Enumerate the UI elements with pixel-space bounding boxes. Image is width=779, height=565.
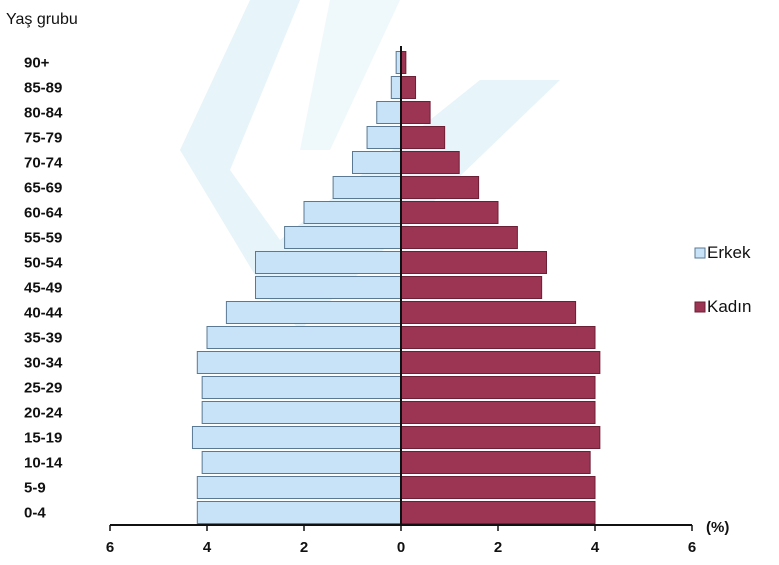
erkek-bars (191, 51, 402, 524)
age-label-70-74: 70-74 (24, 155, 63, 172)
erkek-bar-80-84 (376, 101, 402, 124)
age-label-20-24: 20-24 (24, 405, 63, 422)
x-tick-label: 4 (591, 539, 600, 556)
age-group-labels: 0-4 5-9 10-14 15-19 20-24 25-29 30-34 35-39 40-4… (24, 55, 63, 522)
age-label-0-4: 0-4 (24, 505, 46, 522)
erkek-bar-25-29 (201, 376, 402, 399)
kadin-bar-60-64 (400, 201, 499, 224)
erkek-bar-55-59 (284, 226, 402, 249)
legend-swatch-kadın (694, 301, 706, 313)
kadin-bar-10-14 (400, 451, 591, 474)
x-tick-label: 2 (300, 539, 308, 556)
kadin-bar-15-19 (400, 426, 601, 449)
x-tick-label: 2 (494, 539, 502, 556)
age-label-75-79: 75-79 (24, 130, 62, 147)
age-label-35-39: 35-39 (24, 330, 62, 347)
age-label-15-19: 15-19 (24, 430, 62, 447)
erkek-bar-85-89 (390, 76, 402, 99)
erkek-bar-0-4 (196, 501, 402, 524)
erkek-bar-40-44 (225, 301, 402, 324)
kadin-bar-20-24 (400, 401, 596, 424)
kadin-bar-50-54 (400, 251, 547, 274)
kadin-bar-80-84 (400, 101, 431, 124)
erkek-bar-30-34 (196, 351, 402, 374)
erkek-bar-45-49 (255, 276, 402, 299)
legend-label-erkek: Erkek (707, 243, 751, 262)
erkek-bar-10-14 (201, 451, 402, 474)
erkek-bar-5-9 (196, 476, 402, 499)
kadin-bars (400, 51, 601, 524)
watermark-shape (180, 0, 560, 330)
kadin-bar-40-44 (400, 301, 577, 324)
x-tick-label: 6 (688, 539, 696, 556)
kadin-bar-85-89 (400, 76, 417, 99)
erkek-bar-60-64 (303, 201, 402, 224)
age-label-25-29: 25-29 (24, 380, 62, 397)
watermark-shape (300, 0, 400, 150)
kadin-bar-65-69 (400, 176, 480, 199)
kadin-bar-25-29 (400, 376, 596, 399)
erkek-bar-70-74 (352, 151, 402, 174)
erkek-bar-75-79 (366, 126, 402, 149)
kadin-bar-35-39 (400, 326, 596, 349)
y-axis-title: Yaş grubu (6, 11, 78, 28)
x-tick-labels: 6 4 2 0 2 4 6 (106, 525, 696, 556)
age-label-60-64: 60-64 (24, 205, 63, 222)
erkek-bar-20-24 (201, 401, 402, 424)
watermark-logo (180, 0, 560, 330)
legend-swatch-erkek (694, 247, 706, 259)
age-label-45-49: 45-49 (24, 280, 62, 297)
x-axis-unit: (%) (706, 519, 729, 536)
age-label-85-89: 85-89 (24, 80, 62, 97)
erkek-bar-65-69 (332, 176, 402, 199)
x-tick-label: 0 (397, 539, 405, 556)
kadin-bar-0-4 (400, 501, 596, 524)
erkek-bar-50-54 (255, 251, 402, 274)
age-label-80-84: 80-84 (24, 105, 63, 122)
legend-label-kadın: Kadın (707, 297, 751, 316)
kadin-bar-75-79 (400, 126, 446, 149)
kadin-bar-30-34 (400, 351, 601, 374)
legend: Erkek Kadın (694, 243, 751, 316)
x-tick-label: 4 (203, 539, 212, 556)
x-tick-label: 6 (106, 539, 114, 556)
erkek-bar-15-19 (191, 426, 402, 449)
age-label-50-54: 50-54 (24, 255, 63, 272)
age-label-30-34: 30-34 (24, 355, 63, 372)
kadin-bar-45-49 (400, 276, 543, 299)
age-label-90+: 90+ (24, 55, 50, 72)
kadin-bar-55-59 (400, 226, 518, 249)
age-label-65-69: 65-69 (24, 180, 62, 197)
age-label-10-14: 10-14 (24, 455, 63, 472)
age-label-40-44: 40-44 (24, 305, 63, 322)
erkek-bar-35-39 (206, 326, 402, 349)
kadin-bar-5-9 (400, 476, 596, 499)
age-label-55-59: 55-59 (24, 230, 62, 247)
kadin-bar-70-74 (400, 151, 460, 174)
age-label-5-9: 5-9 (24, 480, 46, 497)
